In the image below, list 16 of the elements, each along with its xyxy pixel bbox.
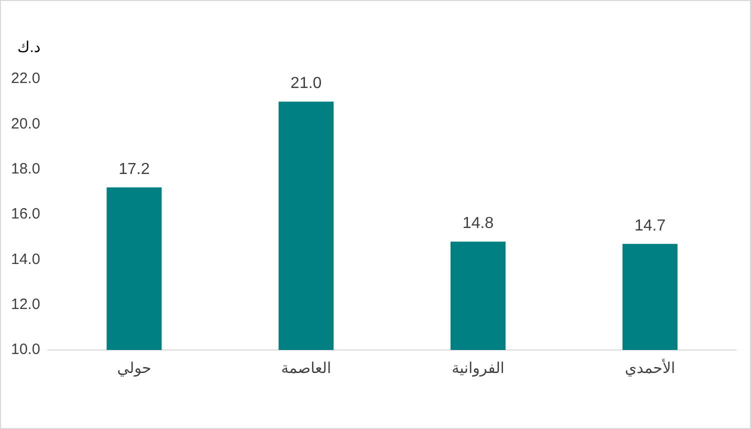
y-tick-label: 12.0 [10,296,40,313]
y-tick-label: 20.0 [10,115,40,132]
x-tick-label: حولي [117,360,152,378]
data-label: 17.2 [118,160,150,178]
y-tick-label: 14.0 [10,250,40,268]
y-tick-label: 16.0 [10,206,40,223]
y-axis-title: د.ك [17,39,41,56]
x-tick-label: الأحمدي [624,358,676,378]
x-tick-label: الفروانية [452,360,504,378]
x-tick-label: العاصمة [281,360,332,378]
data-label: 14.7 [634,217,666,234]
y-tick-label: 22.0 [10,70,40,88]
y-tick-label: 10.0 [10,341,40,358]
data-label: 21.0 [290,74,322,92]
data-label: 14.8 [462,215,494,232]
y-tick-label: 18.0 [10,160,40,178]
